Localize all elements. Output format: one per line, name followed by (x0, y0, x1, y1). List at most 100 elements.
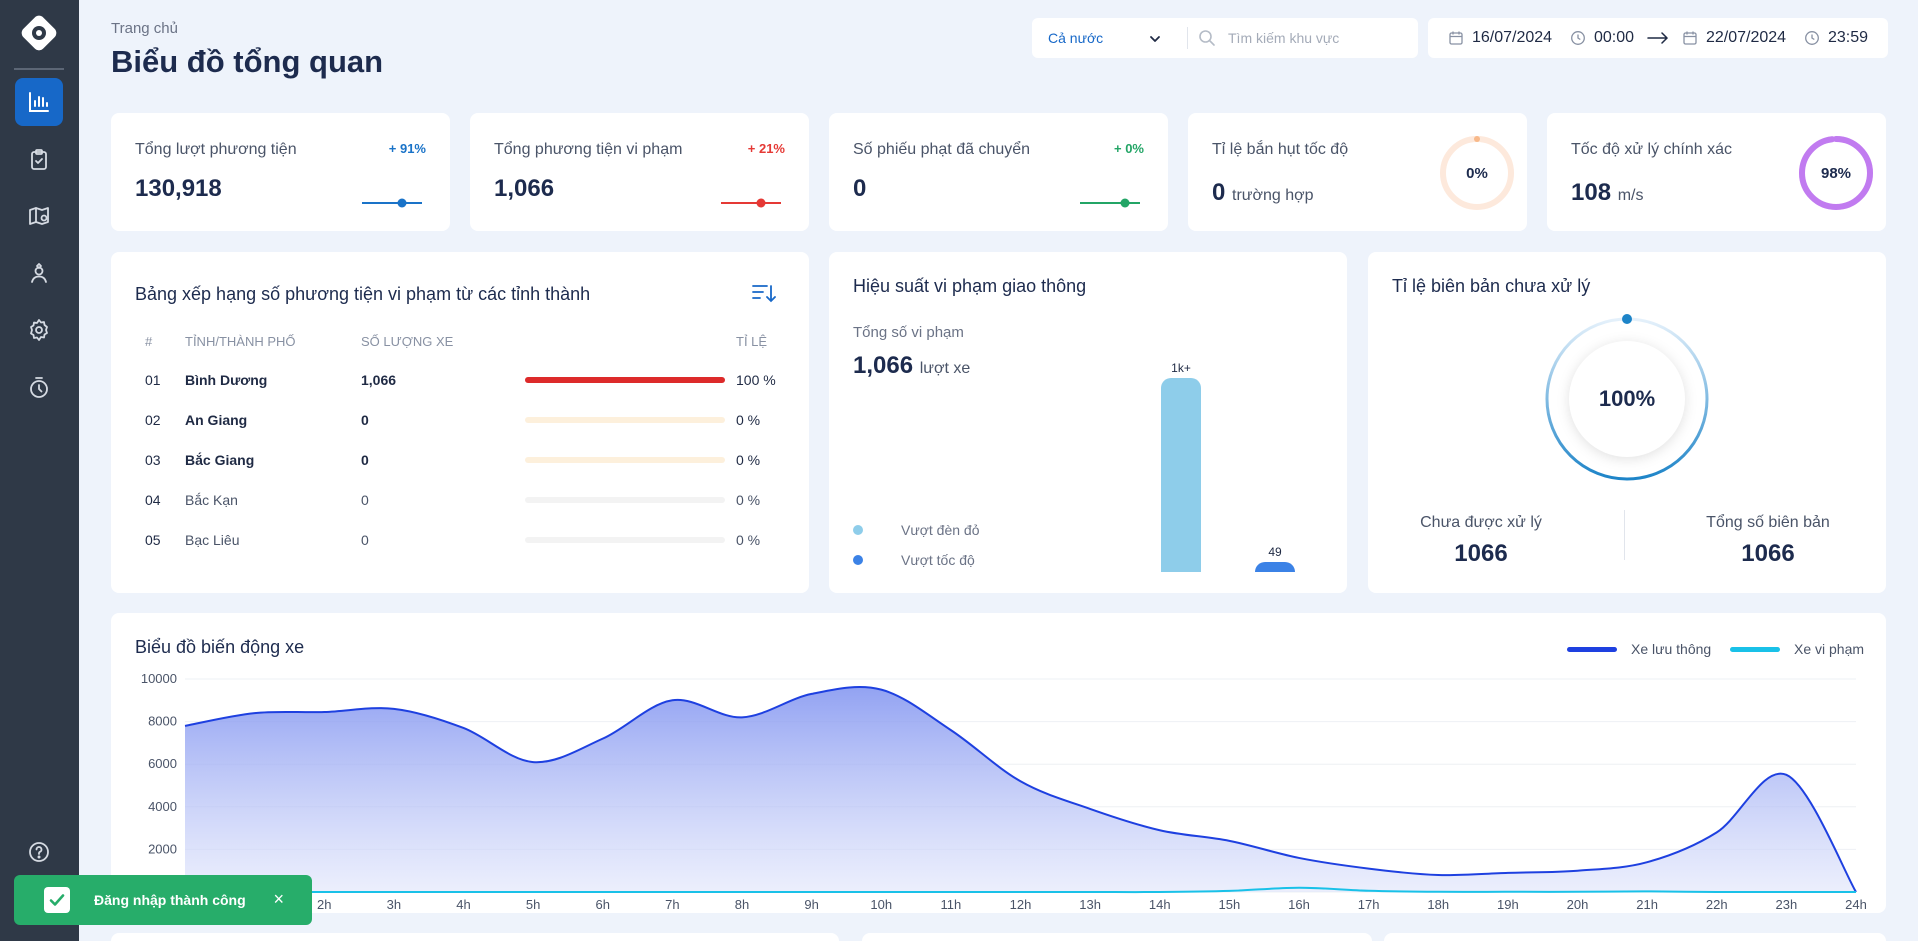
chart-title: Biểu đồ biến động xe (135, 637, 305, 657)
x-tick-label: 23h (1776, 897, 1798, 911)
row-province: Bắc Kạn (185, 492, 238, 508)
kpi-title: Tốc độ xử lý chính xác (1571, 141, 1732, 158)
line-series-traffic (184, 686, 1857, 893)
x-tick-label: 15h (1219, 897, 1241, 911)
sort-icon[interactable] (751, 282, 777, 306)
row-province: Bắc Giang (185, 452, 255, 468)
end-time[interactable]: 23:59 (1804, 18, 1868, 58)
page-title: Biểu đồ tổng quan (111, 44, 384, 79)
kpi-card-tickets: Số phiếu phạt đã chuyển + 0% 0 (829, 113, 1168, 231)
kpi-value: 108 m/s (1571, 179, 1644, 206)
start-date-value: 16/07/2024 (1472, 29, 1553, 46)
legend-traffic[interactable]: Xe lưu thông (1567, 641, 1711, 657)
sidebar-item-map[interactable] (15, 192, 63, 240)
search-input[interactable] (1228, 26, 1408, 50)
ratio-bar-track (525, 537, 725, 543)
row-count: 0 (361, 412, 369, 428)
performance-bar (1255, 562, 1295, 572)
unprocessed-percent: 100% (1598, 386, 1656, 411)
table-row[interactable]: 02 An Giang 0 0 % (111, 400, 809, 440)
kpi-value: 0 (853, 175, 867, 202)
row-ratio: 100 % (736, 372, 776, 388)
sidebar-item-dashboard[interactable] (15, 78, 63, 126)
row-ratio: 0 % (736, 452, 761, 468)
x-tick-label: 17h (1358, 897, 1380, 911)
x-tick-label: 10h (870, 897, 892, 911)
kpi-card-violations: Tổng phương tiện vi phạm + 21% 1,066 (470, 113, 809, 231)
x-tick-label: 22h (1706, 897, 1728, 911)
column-header-rank: # (145, 334, 153, 349)
legend-label: Xe vi phạm (1794, 641, 1865, 657)
kpi-title: Số phiếu phạt đã chuyển (853, 141, 1031, 158)
sidebar-divider (14, 68, 64, 70)
x-tick-label: 24h (1845, 897, 1867, 911)
logo-icon[interactable] (20, 14, 58, 52)
kpi-ring-arc (1799, 136, 1873, 210)
start-date[interactable]: 16/07/2024 (1448, 18, 1552, 58)
row-ratio: 0 % (736, 532, 761, 548)
search-icon (1199, 30, 1215, 46)
row-ratio: 0 % (736, 412, 761, 428)
x-tick-label: 21h (1636, 897, 1658, 911)
toast-close-button[interactable]: × (273, 889, 284, 909)
sidebar-item-help[interactable] (15, 828, 63, 876)
x-tick-label: 20h (1567, 897, 1589, 911)
table-row[interactable]: 03 Bắc Giang 0 0 % (111, 440, 809, 480)
performance-bar-chart: 1k+ 49 (1161, 361, 1295, 572)
row-rank: 03 (145, 452, 161, 468)
legend-red-light: Vượt đèn đỏ (853, 522, 980, 538)
clock-icon (1805, 31, 1819, 45)
region-select[interactable]: Cả nước (1048, 30, 1104, 46)
x-tick-label: 13h (1079, 897, 1101, 911)
end-date-value: 22/07/2024 (1706, 29, 1787, 46)
kpi-sparkline (721, 198, 781, 208)
toast-message: Đăng nhập thành công (94, 892, 246, 908)
row-count: 0 (361, 532, 369, 548)
y-tick-label: 4000 (148, 799, 177, 814)
arrow-right-icon (1647, 32, 1669, 44)
end-date[interactable]: 22/07/2024 (1682, 18, 1786, 58)
kpi-change: + 0% (1114, 141, 1144, 156)
kpi-ring-value: 0% (1466, 164, 1488, 182)
start-time[interactable]: 00:00 (1570, 18, 1634, 58)
row-ratio: 0 % (736, 492, 761, 508)
area-series-traffic (185, 687, 1856, 892)
kpi-value: 130,918 (135, 175, 222, 202)
breadcrumb[interactable]: Trang chủ (111, 20, 178, 37)
x-tick-label: 11h (941, 897, 962, 911)
performance-bar (1161, 378, 1201, 572)
total-reports-label: Tổng số biên bản (1706, 514, 1830, 531)
table-row[interactable]: 01 Bình Dương 1,066 100 % (111, 360, 809, 400)
table-row[interactable]: 04 Bắc Kạn 0 0 % (111, 480, 809, 520)
chevron-down-icon[interactable] (1148, 32, 1162, 46)
kpi-sparkline (362, 198, 422, 208)
legend-label: Vượt đèn đỏ (901, 522, 980, 538)
bottom-card (111, 933, 839, 941)
table-row[interactable]: 05 Bạc Liêu 0 0 % (111, 520, 809, 560)
sidebar-item-tasks[interactable] (15, 136, 63, 184)
region-filter: Cả nước (1032, 18, 1418, 58)
sidebar-item-settings[interactable] (15, 306, 63, 354)
total-reports-value: 1066 (1741, 540, 1795, 567)
bar-label: 1k+ (1171, 361, 1191, 375)
calendar-icon (1449, 31, 1463, 45)
ranking-card: Bảng xếp hạng số phương tiện vi phạm từ … (111, 252, 809, 593)
date-range-picker[interactable]: 16/07/2024 00:00 22/07/2024 23:59 (1428, 18, 1888, 58)
row-rank: 04 (145, 492, 161, 508)
bottom-card (1384, 933, 1886, 941)
x-tick-label: 16h (1288, 897, 1310, 911)
y-tick-label: 10000 (141, 671, 177, 686)
end-time-value: 23:59 (1828, 29, 1869, 46)
column-header-count: SỐ LƯỢNG XE (361, 334, 454, 349)
y-tick-label: 2000 (148, 841, 177, 856)
ratio-bar-track (525, 457, 725, 463)
sidebar-item-history[interactable] (15, 364, 63, 412)
performance-card: Hiệu suất vi phạm giao thông Tổng số vi … (829, 252, 1347, 593)
check-icon (44, 887, 70, 913)
legend-violations[interactable]: Xe vi phạm (1730, 641, 1864, 657)
legend-label: Vượt tốc độ (901, 552, 975, 568)
ratio-bar-fill (525, 377, 725, 383)
performance-title: Hiệu suất vi phạm giao thông (853, 276, 1087, 296)
x-tick-label: 9h (804, 897, 818, 911)
sidebar-item-users[interactable] (15, 250, 63, 298)
